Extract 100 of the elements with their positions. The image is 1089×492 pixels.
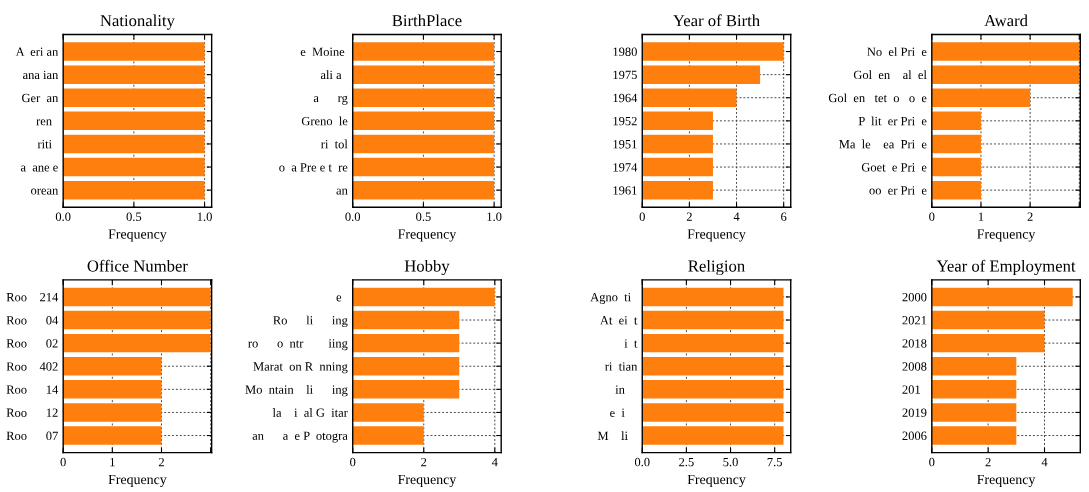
x-tick-label: 0	[60, 457, 66, 467]
x-axis-title: Frequency	[977, 229, 1036, 242]
x-tick-label: 2	[421, 457, 427, 467]
y-tick-label: Roo 402	[6, 362, 58, 371]
bar	[931, 134, 981, 154]
bar	[642, 180, 713, 200]
chart-title: Year of Employment	[936, 259, 1076, 276]
y-tick-label: 1980	[613, 47, 637, 56]
x-tick-label: 0.5	[126, 212, 142, 221]
bar	[931, 42, 1080, 61]
x-axis-title: Frequency	[398, 474, 457, 487]
y-tick-label: e Moine	[300, 47, 345, 56]
y-tick-label: Roo 02	[6, 339, 58, 348]
y-tick-label: 1964	[613, 93, 638, 103]
x-axis-title: Frequency	[108, 474, 167, 487]
bar	[931, 65, 1080, 84]
y-tick-label: Gol en tet o o e	[828, 93, 927, 103]
chart-title: Year of Birth	[673, 14, 760, 27]
bar	[352, 287, 495, 307]
y-tick-label: 2018	[902, 339, 927, 348]
y-tick-label: 2006	[902, 431, 927, 440]
y-tick-label: Ro li ing	[273, 315, 348, 328]
y-tick-label: o a Pre e t re	[279, 163, 348, 172]
y-tick-label: ali a	[320, 70, 342, 80]
y-tick-label: Roo 07	[6, 431, 58, 440]
x-tick-label: 4	[1041, 457, 1048, 467]
y-tick-label: Agno ti	[590, 292, 631, 304]
y-tick-label: ana ian	[23, 70, 59, 80]
x-tick-label: 1.0	[197, 212, 212, 221]
chart-title: Office Number	[87, 259, 188, 272]
bar	[931, 333, 1045, 353]
y-tick-label: 2000	[902, 292, 927, 302]
y-tick-label: ro o ntr iing	[248, 339, 348, 351]
x-tick-label: 2	[158, 457, 164, 467]
y-tick-label: 2021	[902, 316, 927, 325]
y-tick-label: Ma le ea Pri e	[839, 139, 927, 149]
y-tick-label: Gol en al el	[853, 70, 927, 80]
y-tick-label: M li	[597, 431, 628, 440]
x-tick-label: 0	[639, 212, 645, 221]
x-tick-label: 6	[781, 212, 787, 221]
y-tick-label: oo er Pri e	[869, 186, 927, 195]
y-tick-label: ren	[36, 119, 52, 126]
x-tick-label: 4	[733, 212, 740, 221]
y-tick-label: Goet e Pri e	[861, 163, 927, 172]
x-tick-label: 7.5	[767, 457, 782, 467]
y-tick-label: an	[336, 188, 348, 195]
x-tick-label: 4	[491, 457, 498, 467]
y-tick-label: 2008	[902, 362, 927, 371]
bar	[642, 157, 713, 177]
bar	[352, 356, 460, 376]
y-tick-label: A eri an	[15, 47, 59, 56]
bar	[352, 426, 424, 445]
x-tick-label: 5.0	[723, 457, 738, 467]
y-tick-label: Roo 214	[6, 292, 59, 302]
x-axis-title: Frequency	[108, 229, 167, 242]
bar	[931, 380, 1017, 399]
bar	[931, 287, 1073, 307]
y-tick-label: e i	[610, 408, 625, 417]
y-tick-label: Marat on R nning	[253, 362, 348, 374]
chart-title: BirthPlace	[392, 14, 462, 27]
bar	[931, 403, 1017, 422]
chart-title: Award	[984, 14, 1028, 27]
y-tick-label: 2019	[902, 408, 927, 417]
y-tick-label: in	[615, 385, 625, 394]
x-axis-title: Frequency	[398, 229, 457, 242]
y-tick-label: Roo 04	[6, 316, 59, 325]
bar	[352, 403, 424, 422]
x-axis-title: Frequency	[687, 474, 746, 487]
bar	[642, 88, 737, 107]
y-tick-label: Ger an	[22, 93, 59, 103]
y-tick-label: ri tian	[605, 362, 638, 371]
x-tick-label: 1	[110, 457, 115, 467]
y-tick-label: 201	[902, 385, 920, 394]
y-tick-label: a ane e	[20, 165, 58, 172]
y-tick-label: ri tol	[321, 139, 348, 149]
y-tick-label: la i al G itar	[272, 408, 348, 417]
y-tick-label: an a e P otogra	[252, 431, 348, 443]
x-axis-title: Frequency	[687, 229, 746, 242]
bar	[931, 157, 981, 177]
chart-title: Religion	[688, 259, 745, 276]
x-tick-label: 0	[929, 212, 935, 221]
x-tick-label: 2	[985, 457, 991, 467]
y-tick-label: riti	[37, 140, 52, 149]
x-tick-label: 0.0	[55, 212, 71, 221]
x-tick-label: 1.0	[487, 212, 502, 221]
y-tick-label: At ei t	[600, 316, 638, 325]
y-tick-label: a rg	[313, 95, 348, 105]
bar	[931, 88, 1031, 107]
bar	[642, 42, 784, 61]
chart-title: Hobby	[404, 259, 450, 276]
y-tick-label: orean	[31, 188, 59, 195]
y-tick-label: Roo 14	[6, 385, 59, 394]
x-tick-label: 2	[1027, 212, 1033, 221]
y-tick-label: 1974	[613, 163, 638, 172]
x-tick-label: 0	[350, 457, 356, 467]
bar	[642, 65, 761, 84]
x-tick-label: 0.0	[634, 457, 650, 467]
x-tick-label: 1	[978, 212, 984, 221]
y-tick-label: 1975	[613, 70, 637, 80]
x-tick-label: 2	[686, 212, 692, 221]
